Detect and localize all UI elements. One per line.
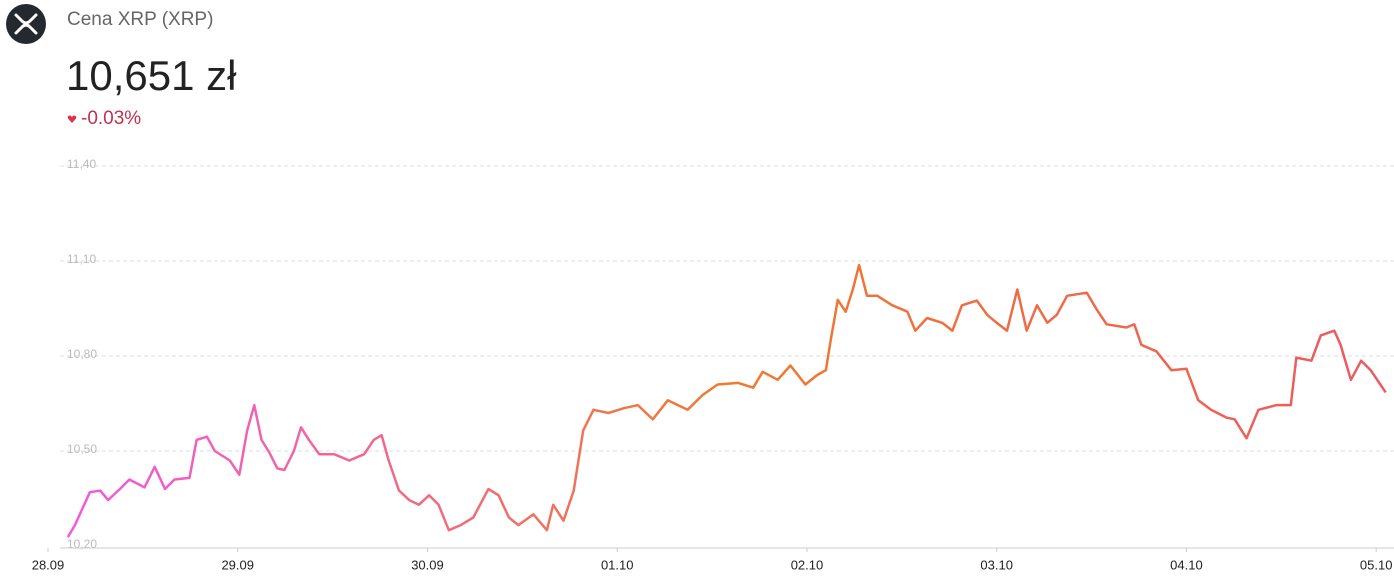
change-value: -0.03% bbox=[81, 108, 142, 129]
y-tick-label: 10,80 bbox=[67, 347, 97, 361]
price: 10,651 zł bbox=[66, 52, 237, 99]
down-icon bbox=[67, 115, 77, 123]
coin-icon bbox=[6, 4, 46, 44]
x-tick-label: 28.09 bbox=[32, 557, 65, 572]
change: -0.03% bbox=[67, 108, 141, 130]
x-tick-label: 04.10 bbox=[1170, 557, 1203, 572]
price-line bbox=[66, 263, 1387, 538]
y-tick-label: 10,20 bbox=[67, 537, 97, 551]
y-tick-label: 11,40 bbox=[67, 157, 96, 171]
x-tick-label: 01.10 bbox=[601, 557, 634, 572]
x-tick-label: 05.10 bbox=[1360, 557, 1393, 572]
x-tick-label: 03.10 bbox=[980, 557, 1013, 572]
x-tick-label: 29.09 bbox=[221, 557, 254, 572]
y-tick-label: 11,10 bbox=[67, 252, 96, 266]
x-tick-label: 02.10 bbox=[791, 557, 824, 572]
x-tick-label: 30.09 bbox=[411, 557, 444, 572]
title: Cena XRP (XRP) bbox=[67, 9, 214, 30]
y-tick-label: 10,50 bbox=[67, 442, 97, 456]
